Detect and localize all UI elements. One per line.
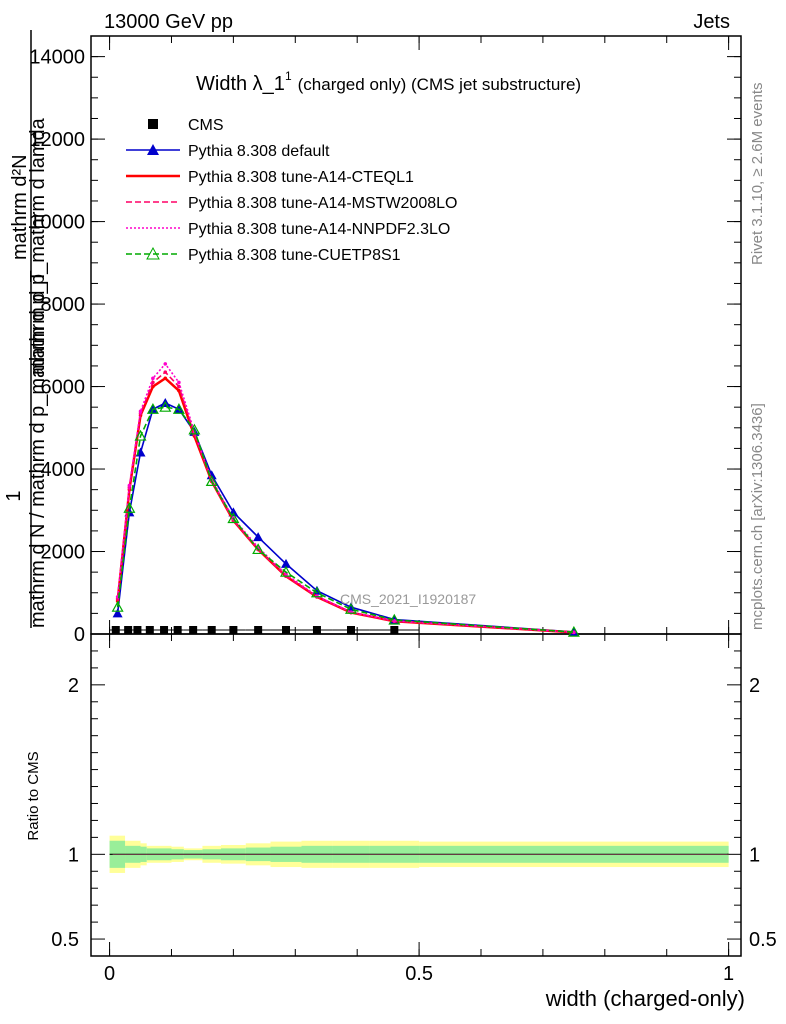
legend-entry: Pythia 8.308 tune-A14-NNPDF2.3LO: [188, 221, 450, 238]
chart-title-superscript: 1: [285, 69, 292, 83]
data-point: [163, 362, 168, 366]
legend-entry: Pythia 8.308 default: [188, 143, 330, 160]
ytick-label-main: 8000: [41, 294, 86, 316]
data-point: [177, 380, 181, 385]
data-point: [392, 619, 397, 623]
chart-title-suffix: (charged only) (CMS jet substructure): [298, 75, 581, 94]
data-point: [344, 603, 358, 614]
legend-entry: Pythia 8.308 tune-A14-CTEQL1: [188, 169, 414, 186]
data-point: [112, 608, 123, 618]
ytick-label-ratio: 1: [68, 844, 79, 866]
ytick-label-ratio: 2: [68, 675, 79, 697]
axis-ticks: 0 0.5 1 0 2000 4000 6000 8000 10000 12000 14000 0.5…: [29, 36, 777, 985]
ytick-label-main: 2000: [41, 542, 86, 564]
data-point: [151, 380, 155, 385]
side-label-top: Rivet 3.1.10, ≥ 2.6M events: [749, 83, 766, 266]
header-left: 13000 GeV pp: [104, 11, 233, 33]
ytick-label-main: 14000: [29, 47, 85, 69]
legend-entry: Pythia 8.308 tune-A14-MSTW2008LO: [188, 195, 457, 212]
ytick-label-main: 10000: [29, 212, 85, 234]
data-point: [310, 586, 323, 598]
legend-marker: [146, 246, 160, 260]
chart-title-main: Width λ_1: [196, 73, 285, 95]
data-point: [172, 402, 185, 414]
ytick-label-main: 6000: [41, 377, 86, 399]
ytick-label-ratio: 0.5: [51, 929, 79, 951]
data-point: [163, 376, 168, 381]
xtick-label: 1: [723, 963, 734, 985]
series-lines: [109, 362, 580, 637]
chart-title: Width λ_11 (charged only) (CMS jet substr…: [196, 69, 581, 95]
data-point: [227, 512, 240, 524]
ylabel-main-top: mathrm d²N: [9, 154, 31, 260]
ytick-label-main: 4000: [41, 459, 86, 481]
ylabel-main-mid: mathrm d p_mathrm d lamda: [27, 117, 49, 375]
ytick-label-ratio-right: 0.5: [749, 929, 777, 951]
data-point: [127, 483, 132, 488]
data-point: [151, 376, 155, 381]
ylabel-main-bottom: mathrm d N / mathrm d p_mathrm d p_T: [27, 270, 49, 628]
data-point: [281, 558, 291, 568]
analysis-label: CMS_2021_I1920187: [340, 591, 476, 607]
xtick-label: 0.5: [405, 963, 433, 985]
data-point: [146, 402, 159, 414]
data-point: [252, 543, 265, 555]
ylabel-main-one: 1: [3, 490, 25, 501]
data-point: [253, 532, 264, 542]
data-point: [388, 613, 401, 625]
data-point: [159, 400, 172, 412]
legend-entry: CMS: [188, 117, 224, 134]
data-point: [134, 429, 147, 441]
data-point: [188, 423, 201, 435]
data-point: [111, 600, 124, 612]
ytick-label-ratio-right: 1: [749, 844, 760, 866]
data-point: [163, 370, 168, 374]
data-point: [123, 501, 136, 513]
legend-marker: [148, 119, 158, 129]
side-label-bottom: mcplots.cern.ch [arXiv:1306.3436]: [749, 403, 766, 630]
ytick-label-main: 0: [74, 624, 85, 646]
data-point: [138, 409, 143, 414]
ylabel-ratio: Ratio to CMS: [25, 751, 42, 840]
data-point: [567, 625, 580, 637]
legend-marker: [147, 144, 159, 155]
legend-entry: Pythia 8.308 tune-CUETP8S1: [188, 247, 401, 264]
ratio-panel-frame: [90, 633, 742, 957]
ratio-band: [109, 835, 729, 873]
legend: CMS Pythia 8.308 default Pythia 8.308 tune…: [126, 117, 457, 264]
series-line: [116, 406, 574, 633]
header-right: Jets: [693, 11, 730, 33]
xtick-label: 0: [104, 963, 115, 985]
ytick-label-ratio-right: 2: [749, 675, 760, 697]
data-point: [205, 475, 218, 487]
data-point: [279, 565, 293, 577]
ytick-label-main: 12000: [29, 129, 85, 151]
xlabel: width (charged-only): [545, 986, 745, 1011]
